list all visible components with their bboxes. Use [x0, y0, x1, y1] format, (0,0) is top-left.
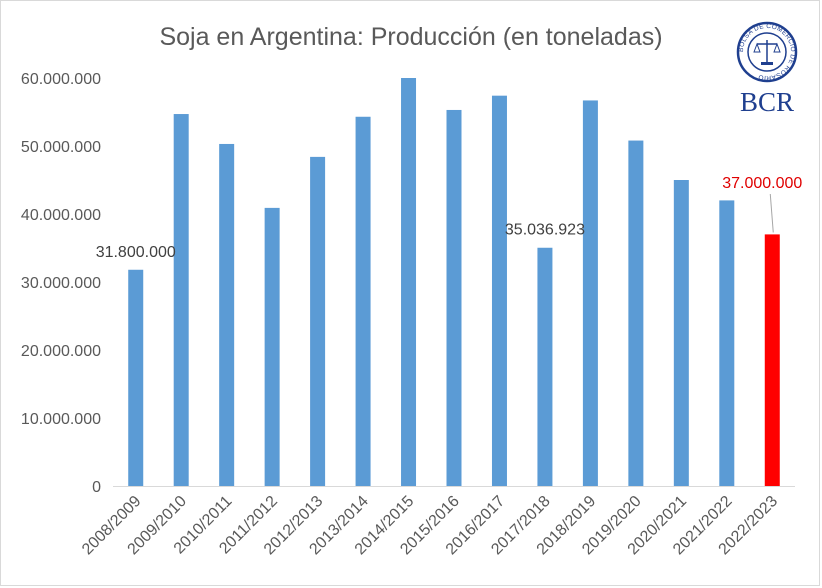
bar-2018-2019 [582, 100, 598, 486]
logo-text: BCR [740, 87, 794, 117]
y-axis: 0 10.000.000 20.000.000 30.000.000 40.000.00… [21, 71, 101, 496]
bar-2016-2017 [491, 95, 507, 487]
y-tick-label: 0 [92, 479, 101, 496]
bar-2008-2009 [128, 269, 144, 486]
bar-2015-2016 [446, 109, 462, 487]
bar-2010-2011 [219, 143, 235, 486]
y-tick-label: 30.000.000 [21, 275, 101, 292]
data-label-2022-2023: 37.000.000 [722, 175, 802, 192]
y-tick-label: 60.000.000 [21, 71, 101, 88]
chart-title: Soja en Argentina: Producción (en tonela… [159, 23, 662, 51]
bar-2011-2012 [264, 207, 280, 486]
bar-2013-2014 [355, 116, 371, 486]
data-labels: 31.800.000 35.036.923 37.000.000 [96, 175, 803, 261]
bar-2021-2022 [719, 200, 735, 486]
bar-2017-2018 [537, 247, 553, 486]
bar-2012-2013 [310, 156, 326, 486]
bcr-logo: BOLSA DE COMERCIO DE ROSARIO BCR [736, 21, 798, 117]
y-tick-label: 20.000.000 [21, 343, 101, 360]
bar-2019-2020 [628, 140, 644, 486]
bcr-seal-icon: BOLSA DE COMERCIO DE ROSARIO [736, 21, 798, 83]
bar-2022-2023 [764, 234, 780, 486]
data-label-leader [769, 193, 774, 233]
y-tick-label: 40.000.000 [21, 207, 101, 224]
x-axis: 2008/20092009/20102010/20112011/20122012… [79, 486, 795, 558]
bar-2014-2015 [401, 78, 417, 486]
data-label-2017-2018: 35.036.923 [505, 222, 585, 239]
bar-2020-2021 [673, 180, 689, 486]
bars [128, 78, 780, 487]
y-tick-label: 50.000.000 [21, 139, 101, 156]
bar-2009-2010 [173, 114, 189, 486]
y-tick-label: 10.000.000 [21, 411, 101, 428]
data-label-2008-2009: 31.800.000 [96, 244, 176, 261]
